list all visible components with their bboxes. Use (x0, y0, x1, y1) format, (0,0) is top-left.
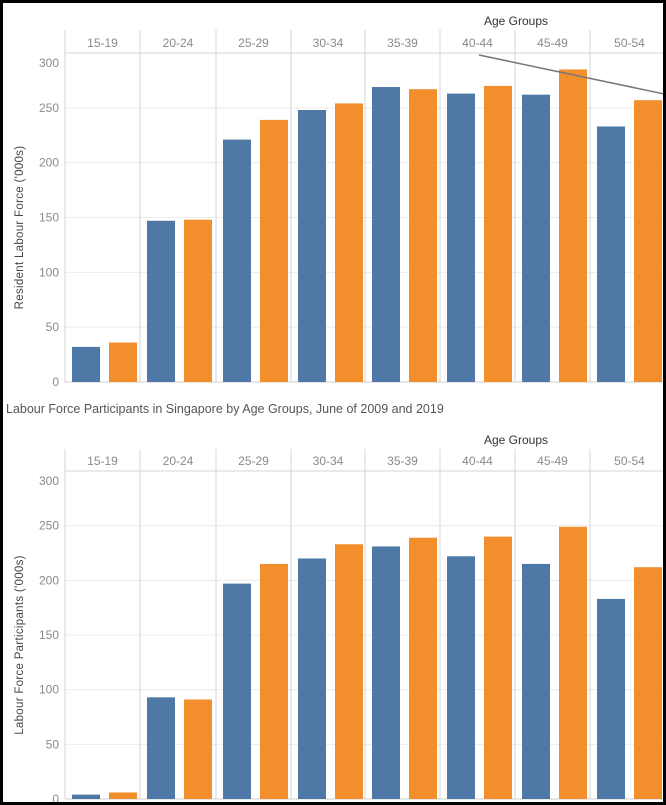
y-tick-label: 200 (39, 573, 59, 587)
y-tick-label: 50 (46, 737, 60, 751)
bar-40-44-series-1 (447, 556, 475, 799)
category-label: 35-39 (387, 36, 418, 50)
annotation-line (478, 54, 663, 95)
category-label: 40-44 (462, 36, 493, 50)
category-label: 50-54 (614, 36, 645, 50)
bar-25-29-series-1 (223, 139, 251, 382)
bar-30-34-series-1 (298, 110, 326, 382)
category-label: 25-29 (238, 36, 269, 50)
category-label: 15-19 (87, 36, 118, 50)
y-axis-title: Resident Labour Force ('000s) (14, 146, 26, 310)
y-tick-label: 150 (39, 211, 59, 225)
bar-50-54-series-2 (634, 567, 662, 799)
bar-15-19-series-1 (72, 794, 100, 799)
y-tick-label: 250 (39, 101, 59, 115)
y-tick-label: 300 (39, 56, 59, 70)
category-label: 45-49 (537, 36, 568, 50)
y-tick-label: 0 (52, 375, 59, 389)
category-label: 35-39 (387, 454, 418, 468)
category-label: 50-54 (614, 454, 645, 468)
category-label: 30-34 (313, 36, 344, 50)
bar-35-39-series-2 (409, 89, 437, 382)
bar-50-54-series-2 (634, 100, 662, 382)
bar-35-39-series-2 (409, 537, 437, 799)
category-label: 45-49 (537, 454, 568, 468)
y-tick-label: 250 (39, 519, 59, 533)
bar-50-54-series-1 (597, 598, 625, 799)
category-label: 40-44 (462, 454, 493, 468)
category-label: 30-34 (313, 454, 344, 468)
bar-20-24-series-2 (184, 219, 212, 382)
y-tick-label: 300 (39, 474, 59, 488)
bar-50-54-series-1 (597, 126, 625, 382)
bar-25-29-series-2 (260, 563, 288, 799)
bar-15-19-series-2 (109, 342, 137, 382)
bar-45-49-series-2 (559, 526, 587, 799)
category-label: 15-19 (87, 454, 118, 468)
bar-35-39-series-1 (372, 86, 400, 382)
bar-40-44-series-1 (447, 93, 475, 383)
bar-20-24-series-1 (147, 220, 175, 382)
y-tick-label: 150 (39, 628, 59, 642)
bar-45-49-series-1 (522, 94, 550, 382)
y-tick-label: 0 (52, 792, 59, 805)
category-label: 20-24 (163, 36, 194, 50)
bar-25-29-series-1 (223, 583, 251, 799)
bar-35-39-series-1 (372, 546, 400, 799)
chart-canvas: Age Groups 0 50 100 150 200 250 300 Resident Lab… (6, 14, 663, 805)
y-tick-label: 100 (39, 683, 59, 697)
bar-40-44-series-2 (484, 536, 512, 799)
bar-30-34-series-2 (335, 103, 363, 383)
bar-45-49-series-2 (559, 69, 587, 382)
chart-title: Labour Force Participants in Singapore b… (6, 402, 444, 416)
bar-25-29-series-2 (260, 119, 288, 382)
bar-20-24-series-1 (147, 697, 175, 799)
category-label: 20-24 (163, 454, 194, 468)
y-tick-label: 100 (39, 265, 59, 279)
y-axis-title: Labour Force Participants ('000s) (14, 555, 26, 735)
y-tick-label: 50 (46, 320, 60, 334)
bar-15-19-series-2 (109, 792, 137, 799)
bar-15-19-series-1 (72, 346, 100, 382)
bar-20-24-series-2 (184, 699, 212, 799)
bar-30-34-series-2 (335, 544, 363, 799)
column-header-title: Age Groups (484, 14, 548, 28)
bar-45-49-series-1 (522, 563, 550, 799)
category-label: 25-29 (238, 454, 269, 468)
y-tick-label: 200 (39, 156, 59, 170)
column-header-title: Age Groups (484, 433, 548, 447)
bar-40-44-series-2 (484, 85, 512, 383)
bar-30-34-series-1 (298, 558, 326, 799)
